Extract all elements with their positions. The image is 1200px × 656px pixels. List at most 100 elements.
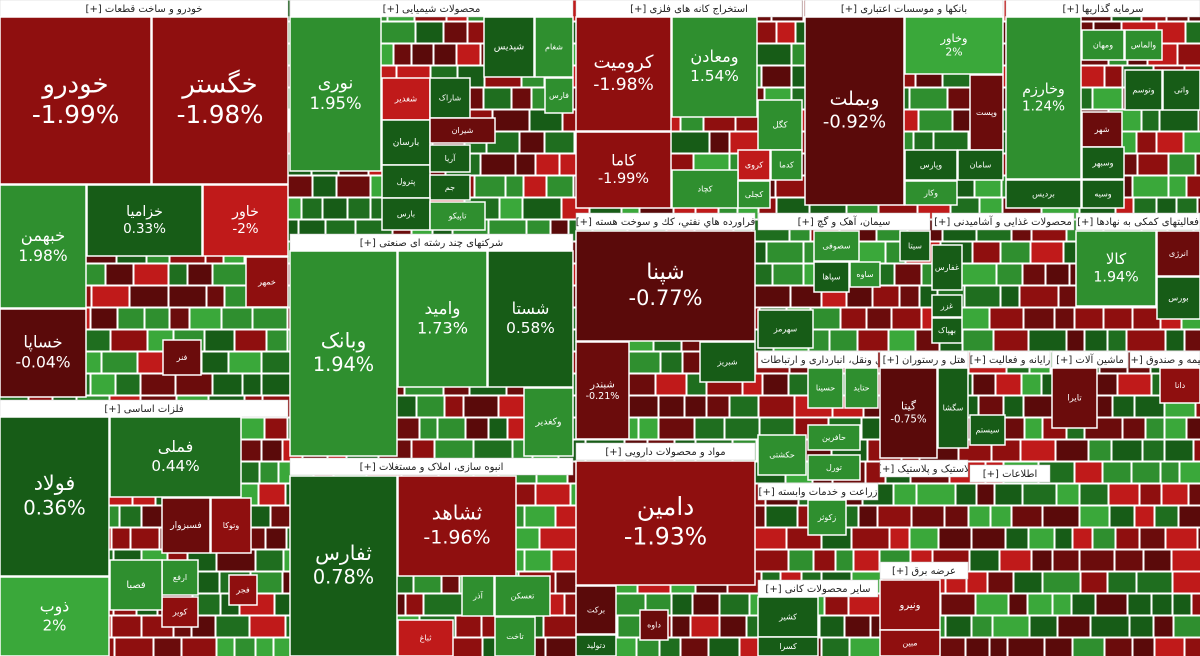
stock-tile[interactable] <box>899 230 931 262</box>
stock-tile[interactable] <box>937 367 969 449</box>
sector-title[interactable]: فراورده هاي نفتي، كك و سوخت هسته [+] <box>576 217 756 228</box>
stock-tile[interactable] <box>807 367 844 409</box>
stock-tile[interactable] <box>807 499 847 536</box>
stock-tile[interactable] <box>161 596 199 628</box>
stock-tile[interactable] <box>575 460 756 586</box>
stock-tile[interactable] <box>575 341 630 440</box>
stock-tile[interactable] <box>904 149 958 181</box>
sector-title[interactable]: انبوه سازی، املاک و مستغلات [+] <box>360 462 504 473</box>
sector-title[interactable]: بیمه و صندوق [+] <box>1127 355 1200 366</box>
stock-tile[interactable] <box>879 367 938 459</box>
stock-tile[interactable] <box>931 294 963 318</box>
stock-tile[interactable] <box>770 149 803 181</box>
sector-title[interactable]: استخراج کانه های فلزی [+] <box>630 4 748 15</box>
stock-tile[interactable] <box>813 230 860 262</box>
stock-tile[interactable] <box>397 475 517 577</box>
stock-tile[interactable] <box>575 585 617 635</box>
stock-tile[interactable] <box>1156 276 1200 320</box>
stock-tile[interactable] <box>804 16 905 206</box>
stock-tile[interactable] <box>0 184 87 309</box>
sector-title[interactable]: حمل ونقل، انبارداری و ارتباطات [+] <box>741 355 894 366</box>
stock-tile[interactable] <box>461 575 495 617</box>
stock-tile[interactable] <box>494 575 551 617</box>
stock-tile[interactable] <box>807 454 861 481</box>
stock-tile[interactable] <box>737 149 771 181</box>
stock-tile[interactable] <box>494 616 536 656</box>
stock-tile[interactable] <box>757 636 819 656</box>
stock-tile[interactable] <box>671 169 739 209</box>
stock-tile[interactable] <box>429 201 486 231</box>
stock-tile[interactable] <box>757 99 803 151</box>
stock-tile[interactable] <box>575 16 672 132</box>
stock-tile[interactable] <box>523 387 574 457</box>
stock-tile[interactable] <box>0 576 110 656</box>
stock-tile[interactable] <box>813 261 850 293</box>
stock-tile[interactable] <box>429 77 471 119</box>
stock-tile[interactable] <box>228 574 258 606</box>
stock-tile[interactable] <box>671 16 758 118</box>
stock-tile[interactable] <box>737 180 771 209</box>
stock-tile[interactable] <box>1124 29 1163 61</box>
stock-tile[interactable] <box>957 149 1004 181</box>
stock-tile[interactable] <box>483 16 535 78</box>
sector-title[interactable]: زراعت و خدمات وابسته [+] <box>759 487 878 498</box>
sector-title[interactable]: محصولات شیمیایی [+] <box>383 4 481 15</box>
sector-title[interactable]: لاستیک و پلاستیک [+] <box>878 464 970 475</box>
stock-tile[interactable] <box>969 414 1006 446</box>
stock-tile[interactable] <box>162 339 202 376</box>
stock-tile[interactable] <box>210 497 252 554</box>
sector-title[interactable]: اطلاعات [+] <box>983 469 1038 480</box>
stock-tile[interactable] <box>245 256 289 308</box>
stock-tile[interactable] <box>1005 16 1082 180</box>
stock-tile[interactable] <box>1081 29 1125 61</box>
stock-tile[interactable] <box>1075 230 1157 307</box>
stock-tile[interactable] <box>879 629 941 656</box>
sector-title[interactable]: بانکها و موسسات اعتباری [+] <box>841 4 967 15</box>
stock-tile[interactable] <box>757 434 807 476</box>
stock-tile[interactable] <box>289 16 382 172</box>
stock-tile[interactable] <box>575 634 617 656</box>
sector-title[interactable]: خودرو و ساخت قطعات [+] <box>86 4 203 15</box>
stock-tile[interactable] <box>161 559 199 596</box>
stock-tile[interactable] <box>109 416 242 498</box>
stock-tile[interactable] <box>849 261 881 288</box>
sector-title[interactable]: سایر محصولات کانی [+] <box>765 584 870 595</box>
stock-tile[interactable] <box>429 174 471 201</box>
stock-tile[interactable] <box>931 317 963 344</box>
stock-tile[interactable] <box>487 250 574 388</box>
stock-tile[interactable] <box>397 619 454 656</box>
stock-tile[interactable] <box>534 16 574 78</box>
sector-title[interactable]: سیمان، آهک و گچ [+] <box>798 215 891 228</box>
stock-tile[interactable] <box>429 144 471 173</box>
stock-tile[interactable] <box>575 131 672 209</box>
stock-tile[interactable] <box>397 250 488 388</box>
stock-tile[interactable] <box>1124 69 1163 111</box>
stock-tile[interactable] <box>381 197 431 231</box>
stock-tile[interactable] <box>844 367 879 409</box>
stock-tile[interactable] <box>879 579 941 631</box>
stock-tile[interactable] <box>1051 367 1098 429</box>
stock-tile[interactable] <box>969 74 1004 151</box>
stock-tile[interactable] <box>0 416 110 577</box>
stock-tile[interactable] <box>0 308 87 398</box>
stock-tile[interactable] <box>757 309 814 349</box>
sector-title[interactable]: شرکتهای چند رشته ای صنعتی [+] <box>360 238 504 249</box>
stock-tile[interactable] <box>931 244 963 291</box>
stock-tile[interactable] <box>904 180 958 206</box>
sector-title[interactable]: ماشین آلات [+] <box>1056 353 1124 366</box>
stock-tile[interactable] <box>1156 230 1200 277</box>
sector-title[interactable]: رایانه و فعالیت [+] <box>970 355 1051 366</box>
stock-tile[interactable] <box>699 341 756 383</box>
stock-tile[interactable] <box>1081 179 1125 209</box>
stock-tile[interactable] <box>1159 367 1200 404</box>
stock-tile[interactable] <box>381 164 431 199</box>
stock-tile[interactable] <box>202 184 289 257</box>
sector-title[interactable]: فلزات اساسی [+] <box>104 404 183 415</box>
stock-tile[interactable] <box>151 16 289 185</box>
stock-tile[interactable] <box>86 184 203 257</box>
stock-tile[interactable] <box>544 77 574 114</box>
stock-tile[interactable] <box>429 117 496 144</box>
stock-tile[interactable] <box>757 596 819 638</box>
stock-tile[interactable] <box>0 16 152 185</box>
stock-tile[interactable] <box>289 475 398 656</box>
